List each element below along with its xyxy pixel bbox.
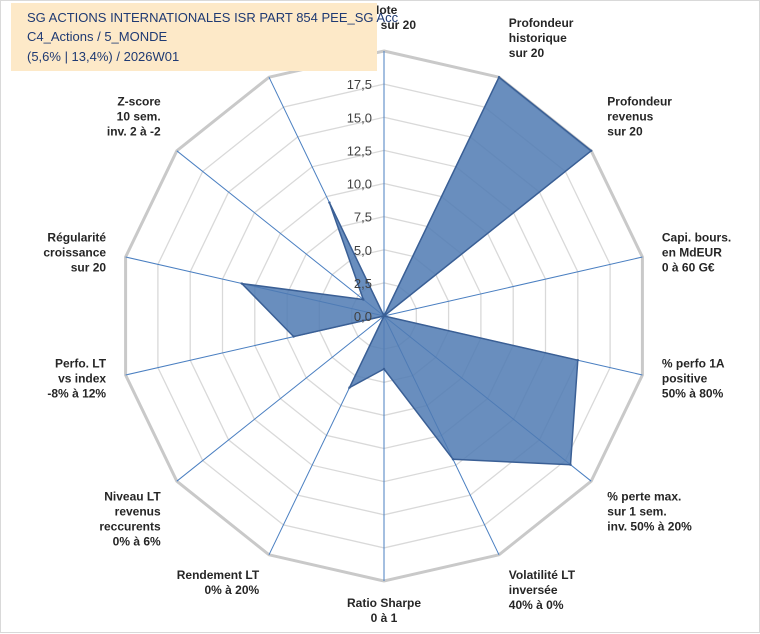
tick-label: 5,0 xyxy=(354,243,372,258)
axis-label-5: % perte max. sur 1 sem. inv. 50% à 20% xyxy=(607,489,692,533)
axis-label-line: Capi. bours. xyxy=(662,231,731,245)
axis-label-line: 10 sem. xyxy=(117,110,161,124)
axis-label-6: Volatilité LT inversée 40% à 0% xyxy=(509,568,576,612)
series-layer xyxy=(239,76,593,466)
tick-label: 15,0 xyxy=(347,110,372,125)
axis-label-line: Niveau LT xyxy=(104,489,161,503)
series-area-0 xyxy=(239,76,593,466)
tick-label-layer: 0,02,55,07,510,012,515,017,520,0 xyxy=(347,44,372,324)
data-point-11 xyxy=(240,282,244,285)
chart-title-line-1: SG ACTIONS INTERNATIONALES ISR PART 854 … xyxy=(27,10,399,25)
chart-title-line-2: C4_Actions / 5_MONDE xyxy=(27,29,168,44)
axis-label-2: Profondeur revenus sur 20 xyxy=(607,95,672,139)
data-point-10 xyxy=(292,335,295,338)
axis-label-line: inversée xyxy=(509,583,558,597)
axis-label-9: Niveau LT revenus reccurents 0% à 6% xyxy=(99,489,161,548)
axis-label-line: % perte max. xyxy=(607,489,681,503)
axis-label-line: 0 à 60 G€ xyxy=(662,261,715,275)
axis-label-line: Profondeur xyxy=(509,16,574,30)
data-point-12 xyxy=(362,298,365,301)
axis-label-7: Ratio Sharpe 0 à 1 xyxy=(347,596,421,625)
data-point-13 xyxy=(328,201,331,204)
axis-label-line: historique xyxy=(509,31,567,45)
axis-label-line: vs index xyxy=(58,372,106,386)
data-point-8 xyxy=(348,386,351,389)
axis-label-line: sur 20 xyxy=(509,46,545,60)
data-point-6 xyxy=(451,458,455,461)
axis-label-line: % perfo 1A xyxy=(662,357,725,371)
axis-label-line: inv. 50% à 20% xyxy=(607,519,692,533)
data-point-9 xyxy=(382,314,386,318)
axis-label-line: reccurents xyxy=(99,519,161,533)
axis-label-line: Volatilité LT xyxy=(509,568,576,582)
axis-label-12: Z-score 10 sem. inv. 2 à -2 xyxy=(107,95,161,139)
axis-label-line: revenus xyxy=(115,504,161,518)
axis-label-line: 40% à 0% xyxy=(509,598,564,612)
axis-label-line: Régularité xyxy=(47,231,106,245)
title-box: SG ACTIONS INTERNATIONALES ISR PART 854 … xyxy=(11,3,398,71)
axis-label-line: sur 1 sem. xyxy=(607,504,666,518)
axis-label-line: 50% à 80% xyxy=(662,387,724,401)
axis-label-line: -8% à 12% xyxy=(47,387,106,401)
axis-label-line: 0 à 1 xyxy=(371,611,398,625)
tick-label: 0,0 xyxy=(354,309,372,324)
axis-label-line: 0% à 6% xyxy=(113,534,161,548)
axis-label-layer: Note ESG sur 20 Profondeur historique sur 20… xyxy=(43,3,731,625)
axis-label-line: inv. 2 à -2 xyxy=(107,125,161,139)
axis-label-line: sur 20 xyxy=(71,261,107,275)
data-point-5 xyxy=(569,463,572,466)
axis-label-line: Profondeur xyxy=(607,95,672,109)
tick-label: 2,5 xyxy=(354,276,372,291)
axis-label-line: Rendement LT xyxy=(177,568,260,582)
axis-label-line: Z-score xyxy=(117,95,161,109)
axis-label-line: croissance xyxy=(43,246,106,260)
tick-label: 7,5 xyxy=(354,210,372,225)
axis-label-10: Perfo. LT vs index -8% à 12% xyxy=(47,357,106,401)
axis-label-8: Rendement LT 0% à 20% xyxy=(177,568,260,597)
axis-label-line: en MdEUR xyxy=(662,246,722,260)
axis-spoke-9 xyxy=(176,315,385,482)
data-point-4 xyxy=(576,359,579,362)
axis-label-line: 0% à 20% xyxy=(204,583,259,597)
axis-label-line: Ratio Sharpe xyxy=(347,596,421,610)
axis-label-line: sur 20 xyxy=(607,125,643,139)
chart-title-line-3: (5,6% | 13,4%) / 2026W01 xyxy=(27,49,180,64)
data-point-1 xyxy=(497,76,501,79)
axis-spoke-12 xyxy=(176,150,385,317)
tick-label: 17,5 xyxy=(347,77,372,92)
axis-label-line: revenus xyxy=(607,110,653,124)
axis-label-11: Régularité croissance sur 20 xyxy=(43,231,106,275)
data-point-7 xyxy=(382,367,386,371)
tick-label: 12,5 xyxy=(347,143,372,158)
axis-label-line: positive xyxy=(662,372,708,386)
axis-label-3: Capi. bours. en MdEUR 0 à 60 G€ xyxy=(662,231,731,275)
axis-label-4: % perfo 1A positive 50% à 80% xyxy=(662,357,725,401)
axis-spoke-3 xyxy=(383,256,643,317)
tick-label: 10,0 xyxy=(347,177,372,192)
data-point-2 xyxy=(590,149,593,152)
axis-label-line: Note xyxy=(371,3,398,17)
axis-label-1: Profondeur historique sur 20 xyxy=(509,16,574,60)
axis-label-line: Perfo. LT xyxy=(55,357,107,371)
